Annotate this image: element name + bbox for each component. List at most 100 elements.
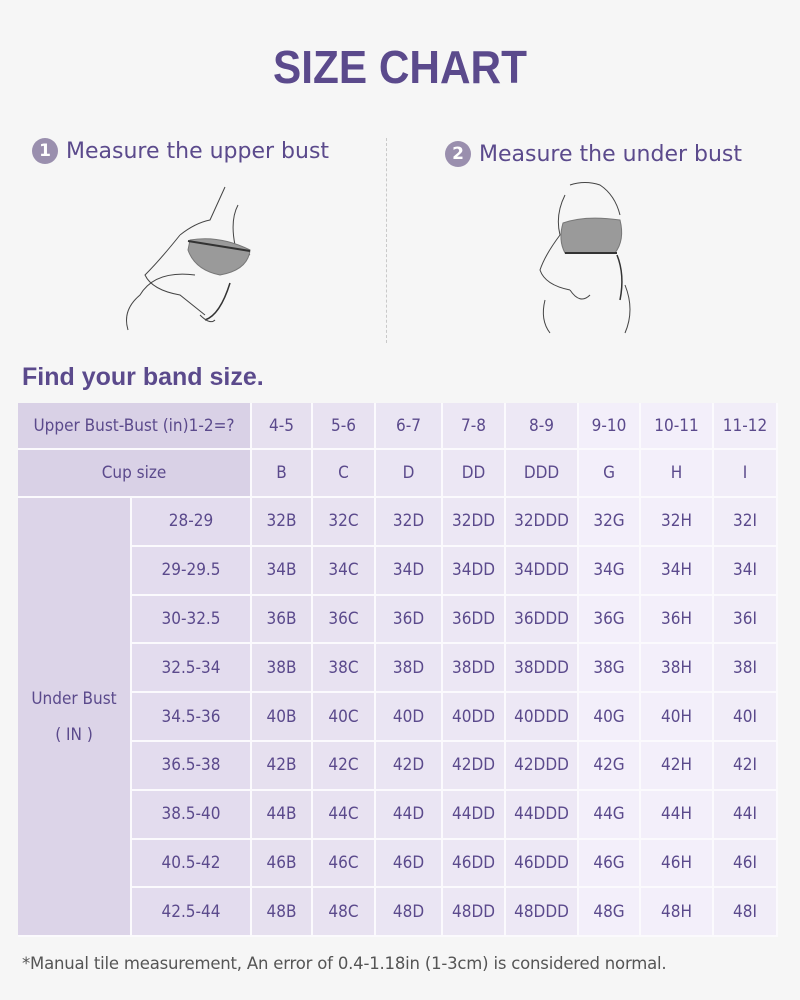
size-cell: 36G: [579, 595, 641, 645]
size-cell: 42DDD: [506, 741, 579, 791]
size-cell: 48C: [313, 888, 376, 938]
size-cell: 36H: [641, 595, 714, 645]
size-cell: 36DDD: [506, 595, 579, 645]
band-size-heading: Find your band size.: [22, 363, 264, 391]
size-cell: 40DD: [443, 693, 506, 742]
size-cell: 42D: [376, 741, 443, 791]
size-cell: 44H: [641, 790, 714, 840]
size-cell: 46H: [641, 839, 714, 889]
size-cell: 44B: [252, 790, 313, 840]
under-bust-range-cell: 42.5-44: [132, 888, 252, 938]
size-cell: 38DDD: [506, 644, 579, 694]
size-cell: 46I: [714, 839, 778, 889]
diff-cell: 10-11: [641, 403, 714, 450]
size-cell: 44D: [376, 790, 443, 840]
size-cell: 48DDD: [506, 888, 579, 938]
size-cell: 38G: [579, 644, 641, 694]
size-cell: 38DD: [443, 644, 506, 694]
under-bust-range-cell: 30-32.5: [132, 595, 252, 645]
size-cell: 48I: [714, 888, 778, 938]
diff-cell: 9-10: [579, 403, 641, 450]
size-cell: 42B: [252, 741, 313, 791]
size-cell: 48G: [579, 888, 641, 938]
step-number-icon: 2: [445, 141, 471, 167]
under-bust-range-cell: 28-29: [132, 498, 252, 547]
size-cell: 34H: [641, 546, 714, 596]
size-cell: 44I: [714, 790, 778, 840]
size-cell: 38I: [714, 644, 778, 694]
size-cell: 34DDD: [506, 546, 579, 596]
under-bust-label: Under Bust ( IN ): [18, 498, 132, 938]
under-bust-range-cell: 32.5-34: [132, 644, 252, 694]
size-cell: 42H: [641, 741, 714, 791]
cup-cell: B: [252, 450, 313, 498]
size-cell: 44C: [313, 790, 376, 840]
diff-cell: 5-6: [313, 403, 376, 450]
size-cell: 48DD: [443, 888, 506, 938]
under-bust-range-cell: 29-29.5: [132, 546, 252, 596]
under-bust-illustration: [539, 182, 631, 334]
page-title: SIZE CHART: [273, 41, 527, 93]
size-cell: 40C: [313, 693, 376, 742]
upper-bust-illustration: [126, 186, 251, 331]
size-cell: 46B: [252, 839, 313, 889]
diff-cell: 6-7: [376, 403, 443, 450]
cup-header: Cup size: [18, 450, 252, 498]
measurement-note: *Manual tile measurement, An error of 0.…: [22, 954, 667, 973]
size-cell: 40H: [641, 693, 714, 742]
size-table: Upper Bust-Bust (in)1-2=? Cup size Under…: [18, 403, 778, 938]
under-bust-range-cell: 36.5-38: [132, 741, 252, 791]
size-cell: 34C: [313, 546, 376, 596]
size-cell: 32DD: [443, 498, 506, 547]
diff-cell: 4-5: [252, 403, 313, 450]
size-cell: 34DD: [443, 546, 506, 596]
cup-cell: G: [579, 450, 641, 498]
size-cell: 42C: [313, 741, 376, 791]
size-cell: 42I: [714, 741, 778, 791]
size-cell: 48H: [641, 888, 714, 938]
cup-cell: D: [376, 450, 443, 498]
size-cell: 38H: [641, 644, 714, 694]
size-cell: 46G: [579, 839, 641, 889]
size-cell: 36C: [313, 595, 376, 645]
size-cell: 34D: [376, 546, 443, 596]
step-label: Measure the under bust: [479, 141, 743, 167]
size-cell: 44DD: [443, 790, 506, 840]
under-bust-unit: ( IN ): [55, 724, 93, 745]
cup-cell: C: [313, 450, 376, 498]
size-cell: 32I: [714, 498, 778, 547]
under-bust-range-cell: 40.5-42: [132, 839, 252, 889]
cup-cell: I: [714, 450, 778, 498]
size-cell: 32B: [252, 498, 313, 547]
size-cell: 48B: [252, 888, 313, 938]
size-cell: 42G: [579, 741, 641, 791]
size-cell: 34B: [252, 546, 313, 596]
size-cell: 46C: [313, 839, 376, 889]
diff-cell: 8-9: [506, 403, 579, 450]
size-cell: 40D: [376, 693, 443, 742]
under-bust-range-cell: 34.5-36: [132, 693, 252, 742]
size-cell: 40DDD: [506, 693, 579, 742]
size-cell: 36D: [376, 595, 443, 645]
size-cell: 40B: [252, 693, 313, 742]
size-cell: 40I: [714, 693, 778, 742]
cup-cell: DDD: [506, 450, 579, 498]
size-cell: 48D: [376, 888, 443, 938]
size-cell: 32G: [579, 498, 641, 547]
size-cell: 32H: [641, 498, 714, 547]
size-cell: 34G: [579, 546, 641, 596]
size-cell: 32C: [313, 498, 376, 547]
diff-cell: 11-12: [714, 403, 778, 450]
size-cell: 40G: [579, 693, 641, 742]
size-cell: 36I: [714, 595, 778, 645]
cup-cell: H: [641, 450, 714, 498]
size-cell: 44G: [579, 790, 641, 840]
step-under-bust: 2 Measure the under bust: [445, 141, 742, 167]
under-bust-title: Under Bust: [31, 688, 117, 709]
divider: [386, 138, 387, 343]
size-cell: 38D: [376, 644, 443, 694]
size-cell: 38B: [252, 644, 313, 694]
size-cell: 32D: [376, 498, 443, 547]
step-upper-bust: 1 Measure the upper bust: [32, 138, 329, 164]
step-label: Measure the upper bust: [66, 138, 330, 164]
